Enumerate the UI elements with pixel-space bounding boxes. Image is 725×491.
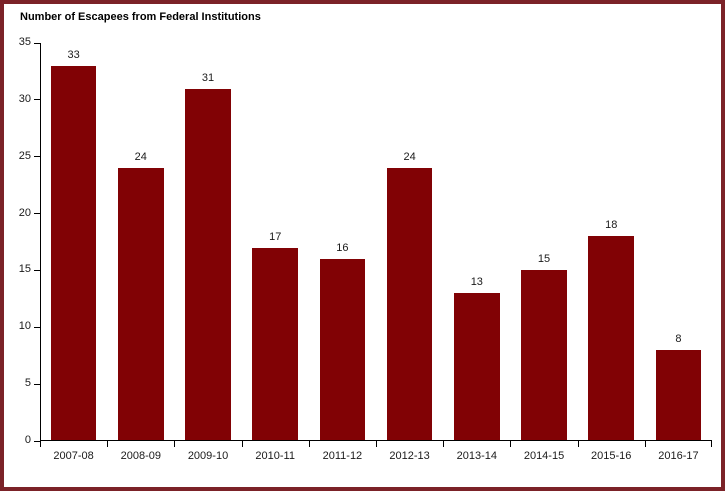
x-category-label: 2009-10 [187, 450, 229, 462]
y-tick [34, 99, 40, 101]
x-category-label: 2014-15 [523, 450, 565, 462]
bar-value-label: 15 [537, 253, 551, 266]
y-tick [34, 440, 40, 442]
x-category-label: 2011-12 [322, 450, 363, 462]
y-tick [34, 326, 40, 328]
x-tick [308, 441, 310, 447]
bar [386, 168, 433, 441]
x-tick [107, 441, 109, 447]
x-tick [40, 441, 41, 447]
bar [185, 88, 231, 441]
bar [50, 65, 97, 441]
bar-slot: 16 2011-12 [309, 43, 376, 462]
bar-slot: 31 2009-10 [174, 43, 241, 462]
bar-value-label: 33 [67, 48, 80, 61]
bar-value-label: 31 [201, 71, 215, 84]
x-tick [577, 441, 579, 447]
bar [252, 247, 299, 441]
y-tick-label: 10 [18, 320, 31, 333]
x-tick [241, 441, 243, 447]
bar [117, 168, 164, 441]
chart-title: Number of Escapees from Federal Institut… [20, 11, 261, 23]
x-category-label: 2015-16 [591, 450, 632, 462]
y-tick [34, 269, 40, 271]
plot-area: 33 2007-08 24 2008-09 31 2009-10 17 2010-11 16 20… [19, 37, 712, 462]
x-axis-line [40, 440, 712, 441]
y-tick-label: 15 [18, 263, 31, 276]
bar [655, 350, 702, 441]
bar-slot: 17 2010-11 [242, 43, 309, 462]
y-tick-label: 35 [18, 36, 31, 48]
x-tick [174, 441, 176, 447]
x-category-label: 2016-17 [658, 450, 699, 462]
x-tick [711, 441, 712, 447]
bar-value-label: 18 [605, 219, 618, 232]
bar [588, 236, 635, 441]
y-tick-label: 20 [18, 206, 31, 219]
y-axis-line [40, 43, 41, 441]
bar [521, 270, 567, 441]
y-tick-label: 30 [18, 92, 31, 105]
x-tick [644, 441, 646, 447]
y-tick [34, 156, 40, 158]
bar-slot: 18 2015-16 [578, 43, 645, 462]
bar-slot: 24 2008-09 [107, 43, 174, 462]
bar-value-label: 8 [675, 333, 682, 346]
bar-slot: 8 2016-17 [645, 43, 712, 462]
bar-value-label: 24 [134, 151, 147, 164]
bar-slot: 33 2007-08 [40, 43, 107, 462]
x-category-label: 2013-14 [456, 450, 497, 462]
y-tick-label: 5 [24, 377, 31, 390]
y-tick [34, 42, 40, 44]
bar-slot: 24 2012-13 [376, 43, 443, 462]
bar-slot: 15 2014-15 [510, 43, 577, 462]
bar [319, 259, 366, 441]
y-tick-label: 25 [18, 149, 31, 162]
bar [453, 293, 500, 441]
bar-value-label: 13 [470, 276, 483, 289]
bar-slot: 13 2013-14 [443, 43, 510, 462]
y-tick-label: 0 [24, 434, 31, 446]
x-category-label: 2012-13 [389, 450, 430, 462]
y-tick [34, 383, 40, 385]
y-tick [34, 213, 40, 215]
x-tick [376, 441, 377, 447]
x-category-label: 2010-11 [255, 450, 295, 462]
bar-value-label: 16 [336, 242, 349, 255]
bar-value-label: 17 [269, 230, 282, 243]
x-category-label: 2008-09 [120, 450, 161, 462]
bars-container: 33 2007-08 24 2008-09 31 2009-10 17 2010-11 16 20… [40, 43, 712, 462]
x-tick [510, 441, 512, 447]
x-category-label: 2007-08 [53, 450, 94, 462]
x-tick [443, 441, 445, 447]
bar-value-label: 24 [403, 151, 416, 164]
